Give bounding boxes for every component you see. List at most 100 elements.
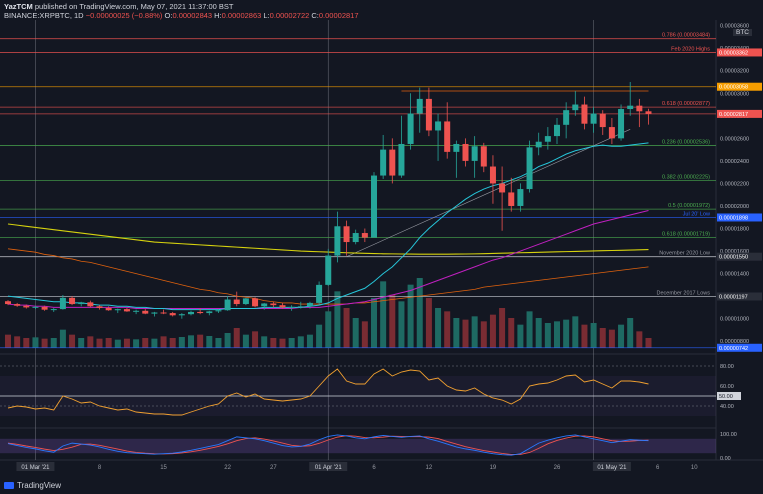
candle-body xyxy=(59,297,66,310)
low-value: 0.00002722 xyxy=(269,11,310,20)
volume-bar xyxy=(645,338,652,348)
stoch-tick-label: 100.00 xyxy=(720,432,737,438)
volume-bar xyxy=(316,324,323,348)
sma-50-line xyxy=(7,210,649,310)
candle-body xyxy=(563,110,570,125)
sma-20-line xyxy=(7,142,649,311)
candle-body xyxy=(489,166,496,184)
volume-bar xyxy=(389,294,396,348)
publish-info: published on TradingView.com, May 07, 20… xyxy=(34,2,234,11)
change-value: −0.00000025 (−0.88%) xyxy=(85,11,163,20)
candle-body xyxy=(517,189,524,206)
candle-body xyxy=(105,307,112,311)
candle-body xyxy=(297,306,304,308)
candle-body xyxy=(41,306,48,310)
level-label: 0.786 (0.00003484) xyxy=(662,33,710,39)
stoch-tick-label: 0.00 xyxy=(720,456,731,462)
price-tick-label: 0.00002200 xyxy=(720,181,749,187)
volume-bar xyxy=(5,334,11,348)
volume-bar xyxy=(462,319,469,348)
time-tick-label: 6 xyxy=(372,465,376,471)
time-tick-label: 01 Mar '21 xyxy=(21,465,50,471)
volume-bar xyxy=(489,314,496,348)
candle-body xyxy=(416,98,423,114)
candle-body xyxy=(270,303,277,306)
candle-body xyxy=(554,124,560,137)
symbol-label[interactable]: BINANCE:XRPBTC, 1D xyxy=(4,11,84,20)
volume-bar xyxy=(499,308,506,348)
candle-body xyxy=(581,104,588,124)
time-axis-marker xyxy=(16,462,55,471)
candle-body xyxy=(169,313,176,316)
volume-bar xyxy=(380,281,387,348)
candle-body xyxy=(444,121,451,152)
volume-bar xyxy=(123,338,130,348)
volume-bar xyxy=(14,336,21,348)
time-tick-label: 01 May '21 xyxy=(597,465,627,471)
price-axis-marker xyxy=(717,48,762,57)
candle-body xyxy=(197,311,204,314)
price-tick-label: 0.00003600 xyxy=(720,24,749,30)
candle-body xyxy=(462,143,469,161)
volume-bar xyxy=(398,301,405,348)
candle-body xyxy=(453,143,460,152)
candle-body xyxy=(142,310,149,314)
candle-body xyxy=(279,305,286,308)
price-tick-label: 0.00003200 xyxy=(720,69,749,75)
volume-bar xyxy=(581,324,588,348)
volume-bar xyxy=(627,318,634,348)
volume-bar xyxy=(361,321,368,348)
candle-body xyxy=(590,113,597,124)
candle-body xyxy=(572,104,579,111)
price-axis-marker xyxy=(717,292,762,301)
price-tick-label: 0.00001800 xyxy=(720,227,749,233)
candle-body xyxy=(316,284,323,303)
volume-bar xyxy=(535,318,542,348)
candle-body xyxy=(78,302,85,305)
price-tick-label: 0.00003000 xyxy=(720,91,749,97)
publish-line: YazTCM published on TradingView.com, May… xyxy=(4,2,233,11)
candle-body xyxy=(123,309,130,312)
volume-bar xyxy=(188,335,194,348)
candle-body xyxy=(69,297,76,305)
volume-bar xyxy=(599,328,606,348)
candle-body xyxy=(471,146,478,161)
time-tick-label: 01 Apr '21 xyxy=(315,465,342,471)
price-tick-label: 0.00001600 xyxy=(720,249,749,255)
candle-body xyxy=(407,113,414,144)
price-axis-marker xyxy=(717,252,762,261)
volume-bar xyxy=(618,324,625,348)
tradingview-logo[interactable]: TradingView xyxy=(4,481,61,490)
price-pane xyxy=(0,20,716,348)
price-chart[interactable]: 0.786 (0.00003484) Feb 2020 Highs 0.618 (0… xyxy=(0,0,763,480)
volume-bar xyxy=(590,323,597,348)
volume-bar xyxy=(371,298,377,348)
volume-bar xyxy=(306,334,313,348)
time-tick-label: 19 xyxy=(490,465,497,471)
candle-body xyxy=(233,299,240,305)
price-scale-unit[interactable]: BTC xyxy=(733,29,752,36)
volume-bar xyxy=(252,331,259,348)
candle-body xyxy=(114,309,121,311)
candle-body xyxy=(96,306,103,308)
level-label: 0.618 (0.00002877) xyxy=(662,101,710,107)
volume-bar xyxy=(544,323,551,348)
candle-body xyxy=(380,149,387,176)
price-axis-marker-text: 0.00003058 xyxy=(719,85,748,91)
volume-bar xyxy=(526,311,533,348)
price-tick-label: 0.00002400 xyxy=(720,159,749,165)
volume-bar xyxy=(453,318,460,348)
candle-body xyxy=(608,127,615,139)
rsi-axis-marker xyxy=(717,392,741,400)
candle-body xyxy=(435,121,442,131)
volume-bar xyxy=(233,328,240,348)
candle-body xyxy=(361,233,368,238)
close-value: 0.00002817 xyxy=(318,11,359,20)
candle-body xyxy=(599,113,606,128)
price-axis-marker xyxy=(717,82,762,91)
candle-body xyxy=(535,141,542,148)
tradingview-logo-icon xyxy=(4,482,14,489)
candle-body xyxy=(23,305,30,308)
author-name[interactable]: YazTCM xyxy=(4,2,33,11)
volume-bar xyxy=(160,336,167,348)
